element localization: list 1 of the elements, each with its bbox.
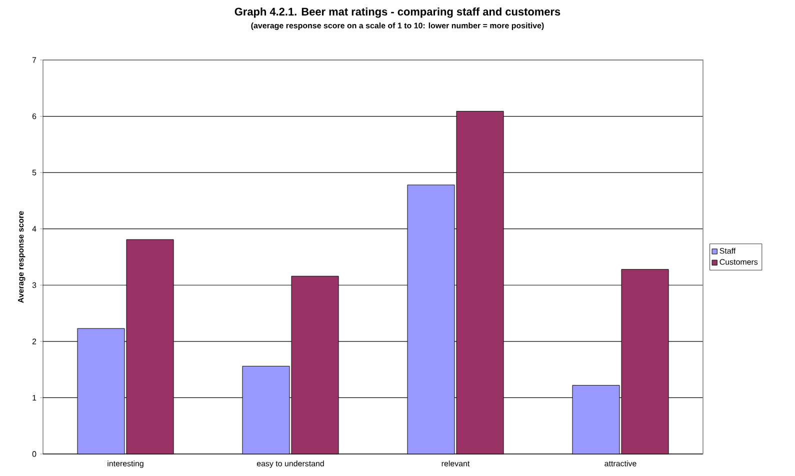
- chart-title: Graph 4.2.1. Beer mat ratings - comparing staff and customers: [234, 8, 560, 18]
